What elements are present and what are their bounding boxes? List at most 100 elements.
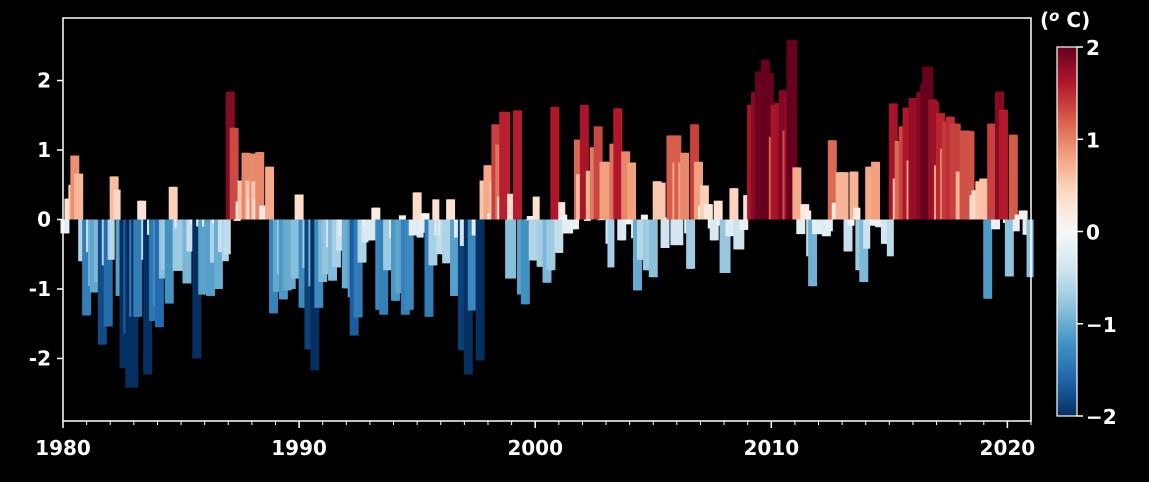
bar <box>410 219 418 236</box>
bar <box>886 219 894 257</box>
bar <box>863 219 871 249</box>
bar <box>469 219 477 311</box>
bar <box>1010 134 1018 220</box>
bar <box>953 123 961 220</box>
bar <box>715 200 723 220</box>
bar <box>524 219 532 221</box>
bar <box>668 135 676 220</box>
bar <box>145 219 153 375</box>
bar <box>387 219 395 271</box>
y-tick-label: -1 <box>29 277 51 301</box>
bar <box>558 202 566 220</box>
bar <box>172 219 180 271</box>
bar <box>658 182 666 220</box>
bar <box>215 219 223 289</box>
bar <box>804 210 812 220</box>
bar <box>452 219 460 296</box>
bar <box>1020 210 1028 220</box>
bar <box>556 219 564 253</box>
bar <box>583 219 591 221</box>
bar <box>495 144 503 220</box>
bar <box>62 219 70 234</box>
bar <box>873 161 881 220</box>
bar <box>932 101 940 220</box>
bar <box>731 188 739 220</box>
bar <box>890 103 898 220</box>
bars <box>60 40 1034 388</box>
bar <box>231 127 239 220</box>
y-tick-label: -2 <box>29 346 51 370</box>
bar <box>847 219 855 226</box>
bar <box>107 219 115 260</box>
bar <box>477 219 485 361</box>
colorbar-tick-label: −1 <box>1086 313 1117 337</box>
bar <box>825 219 833 232</box>
bar <box>595 126 603 220</box>
bar <box>76 173 84 220</box>
bar <box>867 166 875 220</box>
bar <box>396 219 404 294</box>
bar <box>989 123 997 220</box>
bar <box>572 219 580 230</box>
bar <box>985 219 993 299</box>
bar <box>257 152 265 220</box>
bar <box>448 199 456 220</box>
bar <box>292 219 300 279</box>
bar <box>548 219 556 271</box>
bar <box>629 162 637 220</box>
bar <box>623 151 631 220</box>
x-tick-label: 1980 <box>35 436 91 460</box>
bar <box>422 213 430 220</box>
bar <box>355 219 363 318</box>
colorbar-tick-label: 0 <box>1086 221 1100 245</box>
bar <box>619 219 627 241</box>
bar <box>676 219 684 246</box>
bar <box>166 219 174 304</box>
bar <box>1000 109 1008 220</box>
x-axis: 1980 1990 2000 2010 2020 <box>35 421 1035 460</box>
bar <box>296 194 304 220</box>
colorbar-label: (o C) <box>1040 7 1090 32</box>
bar <box>861 219 869 283</box>
bar <box>993 219 1001 230</box>
bar <box>373 207 381 220</box>
bar <box>615 108 623 220</box>
bar <box>670 219 678 246</box>
bar <box>701 185 709 220</box>
bar <box>532 196 540 220</box>
bar <box>223 219 231 255</box>
bar <box>398 215 406 220</box>
bar <box>597 219 605 221</box>
x-tick-label: 1990 <box>271 436 327 460</box>
bar <box>662 219 670 248</box>
colorbar-tick-label: −2 <box>1086 405 1117 429</box>
bar <box>505 219 513 279</box>
bar <box>638 219 646 260</box>
y-tick-label: 0 <box>37 208 51 232</box>
bar <box>436 219 444 255</box>
bar <box>485 165 493 220</box>
bar <box>139 200 147 220</box>
bar <box>607 219 615 268</box>
bar <box>853 207 861 220</box>
bar <box>711 219 719 241</box>
bar <box>695 161 703 220</box>
bar <box>233 219 241 221</box>
bar <box>810 219 818 287</box>
bar <box>503 111 511 220</box>
bar <box>514 110 522 220</box>
bar <box>361 219 369 243</box>
x-tick-label: 2000 <box>507 436 563 460</box>
bar <box>509 219 517 279</box>
bar <box>603 161 611 220</box>
bar <box>267 166 275 220</box>
bar <box>430 219 438 266</box>
bar <box>737 219 745 250</box>
bar <box>625 219 633 225</box>
bar <box>414 192 422 220</box>
bar <box>418 219 426 233</box>
bar <box>650 219 658 278</box>
colorbar-tick-label: 2 <box>1086 36 1100 60</box>
bar <box>794 167 802 220</box>
